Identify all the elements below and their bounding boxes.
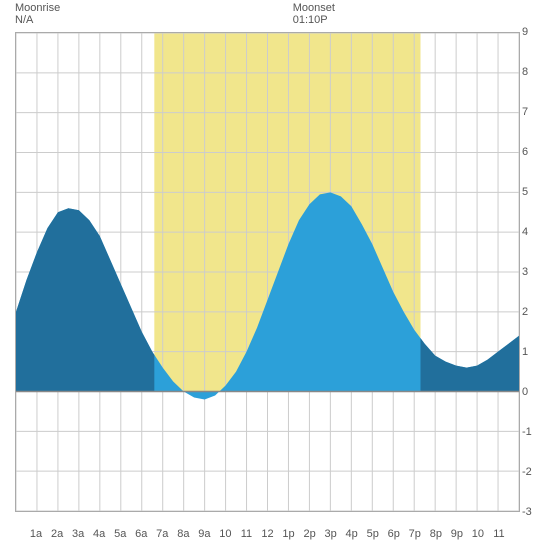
y-tick: 0 [522, 386, 542, 398]
y-tick: -2 [522, 466, 542, 478]
y-tick: 4 [522, 226, 542, 238]
plot-area [15, 32, 520, 512]
y-tick: 9 [522, 26, 542, 38]
x-tick: 3p [325, 528, 337, 540]
tide-chart: Moonrise N/A Moonset 01:10P -3-2-1012345… [0, 0, 550, 550]
x-tick: 6p [388, 528, 400, 540]
moonrise-block: Moonrise N/A [15, 2, 60, 26]
moonset-block: Moonset 01:10P [293, 2, 335, 26]
y-tick: 1 [522, 346, 542, 358]
x-tick: 9p [451, 528, 463, 540]
x-axis: 1a 2a 3a 4a 5a 6a 7a 8a 9a 10 11 12 1p 2p 3p 4p 5p 6p 7p 8p… [15, 528, 520, 542]
x-tick: 4a [93, 528, 105, 540]
x-tick: 1a [30, 528, 42, 540]
x-tick: 9a [198, 528, 210, 540]
x-tick: 7p [409, 528, 421, 540]
chart-header: Moonrise N/A Moonset 01:10P [15, 2, 520, 32]
x-tick: 11 [493, 528, 504, 540]
x-tick: 11 [241, 528, 252, 540]
moonrise-label: Moonrise [15, 2, 60, 14]
x-tick: 10 [472, 528, 484, 540]
x-tick: 7a [156, 528, 168, 540]
moonset-label: Moonset [293, 2, 335, 14]
y-tick: 5 [522, 186, 542, 198]
y-tick: 8 [522, 66, 542, 78]
x-tick: 5a [114, 528, 126, 540]
x-tick: 10 [219, 528, 231, 540]
x-tick: 2a [51, 528, 63, 540]
x-tick: 4p [346, 528, 358, 540]
y-tick: 7 [522, 106, 542, 118]
x-tick: 8a [177, 528, 189, 540]
x-tick: 1p [282, 528, 294, 540]
x-tick: 3a [72, 528, 84, 540]
x-tick: 6a [135, 528, 147, 540]
x-tick: 5p [367, 528, 379, 540]
x-tick: 2p [303, 528, 315, 540]
plot-svg [16, 33, 519, 511]
moonrise-value: N/A [15, 14, 60, 26]
y-tick: -3 [522, 506, 542, 518]
y-tick: -1 [522, 426, 542, 438]
moonset-value: 01:10P [293, 14, 335, 26]
x-tick: 8p [430, 528, 442, 540]
x-tick: 12 [261, 528, 273, 540]
y-tick: 3 [522, 266, 542, 278]
y-tick: 6 [522, 146, 542, 158]
y-axis: -3-2-10123456789 [522, 32, 542, 512]
y-tick: 2 [522, 306, 542, 318]
